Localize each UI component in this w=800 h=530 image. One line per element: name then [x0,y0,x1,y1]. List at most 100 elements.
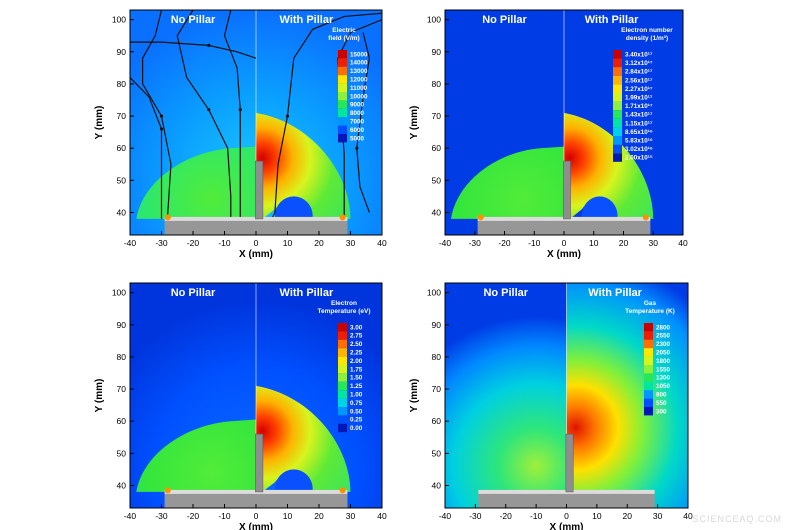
legend-level-label: 0.25 [350,417,363,424]
legend-swatch [644,407,653,416]
legend-swatch [613,118,622,128]
x-tick-label: -20 [187,511,200,521]
legend-level-label: 3.02x10¹⁶ [625,146,653,153]
legend-swatch [338,50,347,59]
legend-swatch [338,58,347,67]
legend-level-label: 0.50 [350,408,363,415]
legend-swatch [338,390,347,399]
legend-level-label: 8000 [350,110,365,117]
y-tick-label: 70 [432,111,442,121]
legend-swatch [613,75,622,85]
pillar [563,160,571,220]
x-tick-label: 20 [623,511,633,521]
pillar [565,433,574,493]
legend-swatch [644,365,653,374]
x-tick-label: 40 [678,238,688,248]
field-line-marker [207,43,211,47]
legend-swatch [338,125,347,134]
y-tick-label: 60 [432,143,442,153]
edge-hotspot-right [339,214,346,221]
edge-hotspot-right [642,214,649,221]
with-pillar-region [256,385,351,492]
plot-area [445,10,683,235]
x-tick-label: 30 [346,511,356,521]
y-tick-label: 40 [432,208,442,218]
field-line-marker [207,108,211,112]
legend-level-label: 2800 [656,324,671,331]
panel-electron-number-density: No Pillar With Pillar -40 -30 -20 -10 0 10 20 30 4… [409,9,688,260]
no-pillar-region [450,146,564,219]
legend-level-label: 2050 [656,350,671,357]
legend-swatch [613,93,622,102]
substrate-body [164,493,348,508]
legend-level-label: 12000 [350,77,368,84]
x-tick-label: 0 [254,511,259,521]
legend-swatch [338,134,347,143]
legend-level-label: 1.15x10¹⁷ [625,120,653,127]
legend-level-label: 5.83x10¹⁶ [625,137,653,144]
legend-level-label: 10000 [350,93,368,100]
legend-title-line2: Temperature (eV) [318,308,371,315]
legend-swatch [338,365,347,374]
edge-hotspot-right [339,487,346,494]
with-pillar-region [256,112,351,219]
x-tick-label: 40 [377,511,387,521]
legend-level-label: 1.75 [350,366,363,373]
x-tick-label: 30 [346,238,356,248]
legend-swatch [613,153,622,162]
substrate-body [164,220,348,235]
legend-level-label: 1.43x10¹⁷ [625,112,653,119]
label-no-pillar: No Pillar [171,287,216,299]
no-pillar-region [445,283,567,508]
y-tick-label: 50 [432,448,442,458]
legend-level-label: 2.56x10¹⁷ [625,77,653,84]
legend-swatch [613,84,622,93]
legend-title-line1: Electron [331,300,357,307]
legend-level-label: 1.71x10¹⁷ [625,103,653,110]
with-pillar-region [564,112,654,219]
legend-level-label: 550 [656,400,667,407]
legend-swatch [338,83,347,92]
y-tick-label: 80 [117,352,127,362]
y-tick-label: 100 [112,15,126,25]
legend-level-label: 13000 [350,68,368,75]
legend-level-label: 14000 [350,60,368,67]
legend-level-label: 1050 [656,383,671,390]
x-tick-label: -20 [500,511,513,521]
legend-swatch [613,58,622,68]
field-line-marker [159,127,164,131]
x-tick-label: -30 [469,511,482,521]
x-axis-label: X (mm) [550,522,584,530]
field-line [142,10,172,219]
legend-swatch [338,348,347,357]
legend-level-label: 2300 [656,341,671,348]
y-tick-label: 100 [427,15,441,25]
x-tick-label: 30 [649,238,659,248]
y-tick-label: 90 [432,47,442,57]
legend-level-label: 1.25 [350,383,363,390]
x-tick-label: -40 [439,511,452,521]
y-tick-label: 70 [117,384,127,394]
x-tick-label: -40 [124,238,137,248]
legend-level-label: 2550 [656,333,671,340]
legend-swatch [613,127,622,136]
x-tick-label: -40 [124,511,137,521]
legend-swatch [338,407,347,416]
legend-swatch [338,100,347,109]
panel-electron-temperature: No Pillar With Pillar -40 -30 -20 -10 0 10 20 30 4… [94,282,387,530]
x-tick-label: 0 [562,238,567,248]
y-tick-label: 50 [117,448,127,458]
legend-swatch [644,331,653,340]
legend-level-label: 2.00x10¹⁵ [625,155,653,162]
label-no-pillar: No Pillar [482,14,527,26]
legend-level-label: 1550 [656,366,671,373]
legend-level-label: 800 [656,392,667,399]
x-tick-label: 0 [254,238,259,248]
legend-swatch [338,323,347,332]
legend-swatch [644,398,653,407]
with-pillar-region [566,283,688,508]
x-tick-label: -20 [187,238,200,248]
substrate-body [478,493,655,508]
legend-level-label: 3.40x10¹⁷ [625,51,653,58]
panel-electric-field: No Pillar With Pillar -40 -30 -20 -10 0 10 20 30 4… [94,9,387,260]
